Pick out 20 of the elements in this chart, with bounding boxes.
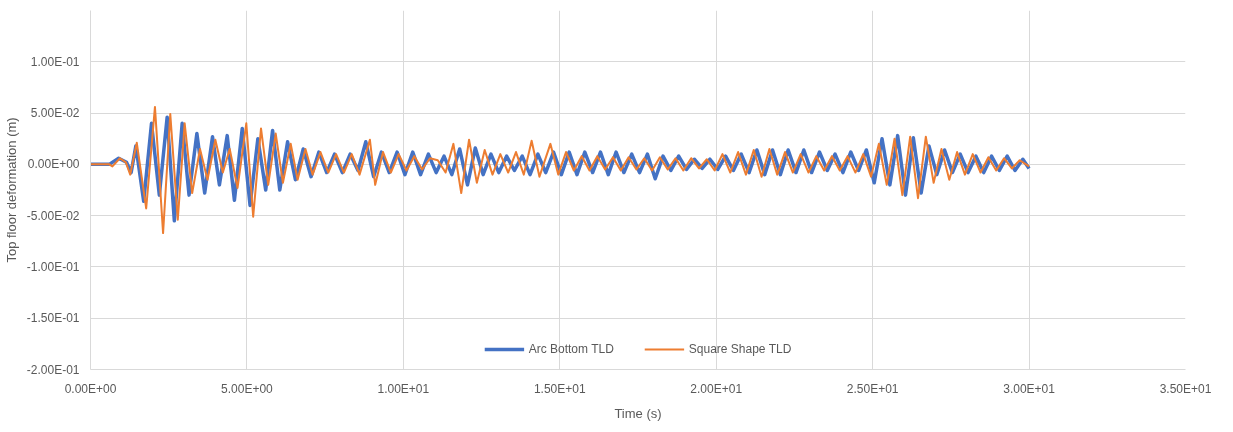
x-tick-label: 1.50E+01 xyxy=(533,381,586,396)
legend-label: Arc Bottom TLD xyxy=(528,342,614,356)
y-tick-label: -1.50E-01 xyxy=(26,311,80,326)
y-tick-label: -1.00E-01 xyxy=(26,259,80,274)
x-tick-label: 1.00E+01 xyxy=(377,381,430,396)
y-tick-label: 5.00E-02 xyxy=(30,106,80,121)
x-tick-label: 5.00E+00 xyxy=(221,381,274,396)
x-tick-label: 3.00E+01 xyxy=(1003,381,1056,396)
x-tick-label: 0.00E+00 xyxy=(64,381,117,396)
x-tick-label: 3.50E+01 xyxy=(1159,381,1212,396)
y-tick-label: -5.00E-02 xyxy=(26,208,80,223)
y-tick-label: 0.00E+00 xyxy=(27,157,80,172)
x-axis-title: Time (s) xyxy=(614,405,662,421)
x-tick-label: 2.50E+01 xyxy=(846,381,899,396)
legend-label: Square Shape TLD xyxy=(688,342,792,356)
y-tick-label: -2.00E-01 xyxy=(26,362,80,377)
line-series xyxy=(90,105,1031,235)
x-tick-label: 2.00E+01 xyxy=(690,381,743,396)
y-axis-title: Top floor deformation (m) xyxy=(3,117,19,263)
y-tick-label: 1.00E-01 xyxy=(30,54,80,69)
